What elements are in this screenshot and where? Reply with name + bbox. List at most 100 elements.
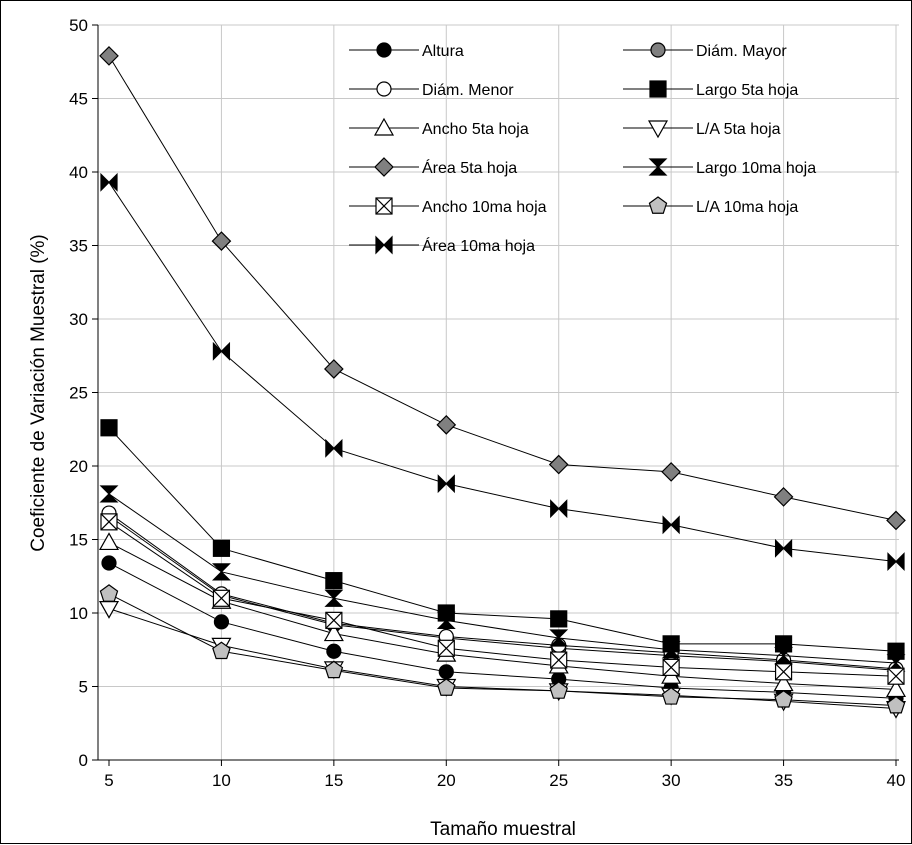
data-point-ancho-10ma-hoja <box>437 639 455 657</box>
data-point-largo-10ma-hoja <box>661 641 681 659</box>
y-tick-label: 30 <box>69 310 88 329</box>
y-tick-label: 20 <box>69 457 88 476</box>
legend-label: Ancho 5ta hoja <box>422 121 529 138</box>
data-point-ancho-5ta-hoja <box>323 623 344 642</box>
series-ancho-10ma-hoja <box>100 513 905 685</box>
data-point-largo-10ma-hoja <box>211 563 231 581</box>
legend-item-altura: Altura <box>349 42 464 60</box>
marker-cross-b <box>437 639 455 657</box>
series-line-l-a-5ta-hoja <box>108 608 897 710</box>
legend-label: Largo 5ta hoja <box>696 82 798 99</box>
data-point-area-5ta-hoja <box>661 462 681 482</box>
marker-cross-b <box>662 658 680 676</box>
data-point-area-5ta-hoja <box>324 359 344 379</box>
x-tick-label: 30 <box>662 771 681 790</box>
data-point-l-a-10ma-hoja <box>774 689 793 708</box>
legend-item-l-a-10ma-hoja: L/A 10ma hoja <box>623 196 798 216</box>
series-line-area-10ma-hoja <box>108 182 897 563</box>
data-point-ancho-10ma-hoja <box>550 651 568 669</box>
data-point-ancho-10ma-hoja <box>662 658 680 676</box>
data-point-ancho-10ma-hoja <box>887 667 905 685</box>
legend-label: Diám. Menor <box>422 82 514 99</box>
data-point-l-a-5ta-hoja <box>98 600 120 619</box>
x-axis-title: Tamaño muestral <box>430 819 576 840</box>
data-point-largo-10ma-hoja <box>99 485 119 503</box>
data-point-area-10ma-hoja <box>887 552 905 571</box>
legend-item-diam-menor: Diám. Menor <box>349 81 514 99</box>
legend-label: Altura <box>422 43 464 60</box>
y-tick-label: 15 <box>69 531 88 550</box>
x-tick-label: 25 <box>549 771 568 790</box>
data-point-l-a-10ma-hoja <box>324 660 344 679</box>
series-area-10ma-hoja <box>100 172 905 571</box>
data-point-ancho-10ma-hoja <box>325 611 343 629</box>
data-point-largo-5ta-hoja <box>212 539 231 557</box>
data-point-ancho-10ma-hoja <box>212 589 231 607</box>
data-point-area-5ta-hoja <box>548 454 569 475</box>
legend-item-area-10ma-hoja: Área 10ma hoja <box>349 235 535 255</box>
data-point-area-5ta-hoja <box>99 46 119 66</box>
legend-marker <box>374 157 394 177</box>
data-point-area-10ma-hoja <box>662 515 680 535</box>
data-point-area-5ta-hoja <box>211 231 232 251</box>
data-point-largo-10ma-hoja <box>549 629 569 647</box>
y-tick-label: 5 <box>79 678 88 697</box>
data-point-ancho-5ta-hoja <box>98 532 120 551</box>
legend-marker <box>376 42 392 58</box>
data-point-largo-5ta-hoja <box>550 610 568 628</box>
data-point-area-10ma-hoja <box>325 438 343 458</box>
legend-marker <box>375 235 393 255</box>
legend-item-diam-mayor: Diám. Mayor <box>623 42 787 60</box>
data-point-area-10ma-hoja <box>550 499 568 519</box>
series-line-ancho-5ta-hoja <box>108 541 897 690</box>
legend-item-ancho-10ma-hoja: Ancho 10ma hoja <box>349 197 547 216</box>
legend-label: L/A 10ma hoja <box>696 199 798 216</box>
series-line-area-5ta-hoja <box>108 55 897 521</box>
legend-marker <box>650 42 666 58</box>
marker-cross-b <box>325 611 343 629</box>
legend-item-ancho-5ta-hoja: Ancho 5ta hoja <box>349 117 529 138</box>
data-point-area-5ta-hoja <box>436 414 457 435</box>
data-point-largo-5ta-hoja <box>100 419 118 437</box>
marker-cross-b <box>550 651 568 669</box>
data-point-area-10ma-hoja <box>212 341 231 361</box>
legend-marker <box>647 120 669 139</box>
data-point-area-5ta-hoja <box>886 510 906 531</box>
data-point-largo-10ma-hoja <box>436 611 456 629</box>
data-point-area-10ma-hoja <box>774 538 793 558</box>
marker-cross-b <box>887 667 905 685</box>
data-point-ancho-10ma-hoja <box>774 663 793 681</box>
series-largo-5ta-hoja <box>100 419 905 660</box>
marker-cross-b <box>775 663 792 681</box>
data-point-altura <box>101 555 117 571</box>
data-point-area-10ma-hoja <box>100 172 118 192</box>
data-point-l-a-10ma-hoja <box>99 584 119 602</box>
series-line-largo-10ma-hoja <box>108 493 897 664</box>
y-tick-label: 10 <box>69 604 88 623</box>
legend-label: Área 10ma hoja <box>422 236 535 255</box>
marker-cross-b <box>213 589 230 607</box>
series-largo-10ma-hoja <box>99 485 906 672</box>
series-area-5ta-hoja <box>99 46 906 531</box>
data-point-l-a-10ma-hoja <box>212 641 231 660</box>
marker-cross-b <box>375 197 393 215</box>
data-point-l-a-10ma-hoja <box>437 678 456 696</box>
gridlines <box>98 24 899 760</box>
legend-label: Ancho 10ma hoja <box>422 199 547 216</box>
y-tick-label: 45 <box>69 90 88 109</box>
y-tick-label: 35 <box>69 237 88 256</box>
data-point-l-a-10ma-hoja <box>886 695 906 714</box>
x-tick-label: 40 <box>887 771 906 790</box>
data-point-area-5ta-hoja <box>773 487 794 507</box>
legend-marker <box>648 158 668 176</box>
legend-label: Área 5ta hoja <box>422 158 517 177</box>
x-tick-label: 20 <box>437 771 456 790</box>
y-tick-label: 25 <box>69 384 88 403</box>
series-line-ancho-10ma-hoja <box>108 521 897 677</box>
y-axis-title: Coeficiente de Variación Muestral (%) <box>28 234 49 552</box>
legend-marker <box>375 197 393 215</box>
y-tick-label: 50 <box>69 16 88 35</box>
data-point-largo-5ta-hoja <box>325 572 343 590</box>
